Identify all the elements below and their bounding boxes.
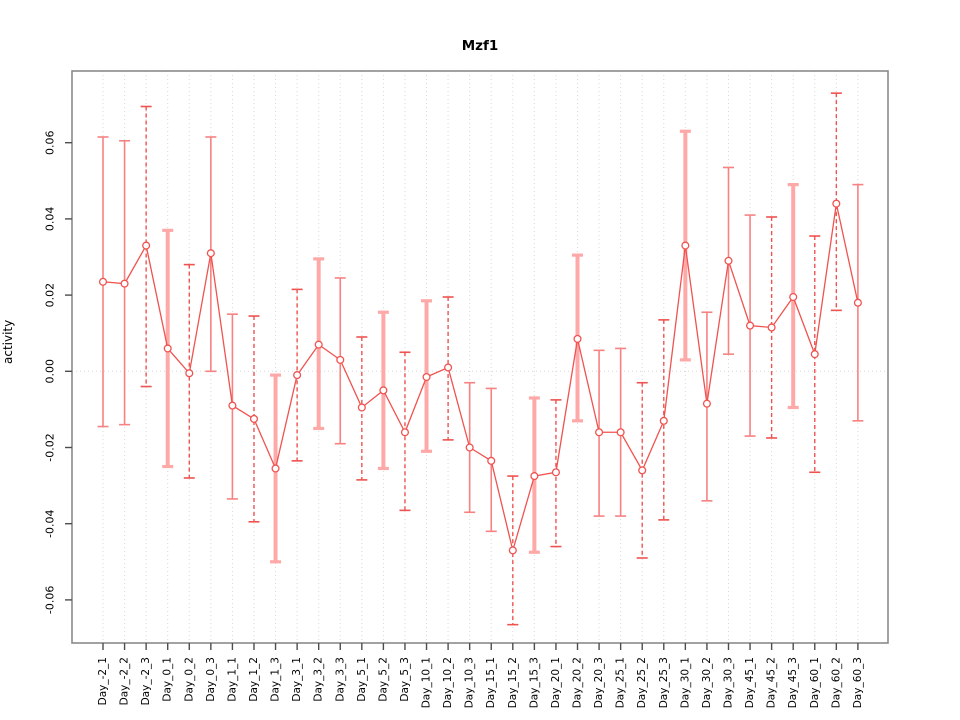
data-point [616,428,625,437]
data-point [659,416,668,425]
data-point [142,241,151,250]
data-point [767,323,776,332]
x-tick-label: Day_10_1 [421,657,433,708]
data-point [163,344,172,353]
data-point [185,369,194,378]
x-tick-label: Day_5_1 [356,657,368,702]
data-point [530,472,539,481]
data-point [746,321,755,330]
x-tick-label: Day_3_3 [334,657,346,702]
x-tick-label: Day_15_3 [528,657,540,708]
x-tick-label: Day_25_3 [658,657,670,708]
data-point [120,279,129,288]
data-point [336,355,345,364]
x-tick-label: Day_45_1 [744,657,756,708]
data-point [702,399,711,408]
data-point [314,340,323,349]
data-point [293,371,302,380]
x-tick-label: Day_10_2 [442,657,454,708]
x-tick-label: Day_20_3 [593,657,605,708]
x-tick-label: Day_15_2 [507,657,519,708]
x-tick-label: Day_10_3 [464,657,476,708]
series-line [102,203,859,553]
x-tick-label: Day_15_1 [485,657,497,708]
x-tick-label: Day_30_3 [722,657,734,708]
x-tick-label: Day_60_1 [809,657,821,708]
y-tick-label: 0.04 [44,207,57,232]
x-tick-label: Day_5_2 [377,657,389,702]
data-point [508,546,517,555]
x-tick-label: Day_3_2 [313,657,325,702]
y-tick-label: 0.06 [44,130,57,155]
y-tick-label: -0.02 [44,433,57,461]
x-tick-label: Day_25_1 [615,657,627,708]
x-tick-label: Day_1_3 [270,657,282,702]
data-point [487,456,496,465]
x-tick-label: Day_0_1 [162,657,174,702]
x-tick-label: Day_-2_3 [140,657,152,705]
x-tick-label: Day_0_2 [183,657,195,702]
y-tick-label: -0.04 [44,509,57,537]
data-point [444,363,453,372]
x-tick-label: Day_1_2 [248,657,260,702]
data-point [379,386,388,395]
plot-box [71,70,889,644]
x-tick-label: Day_30_1 [679,657,691,708]
data-point [249,414,259,423]
data-point [228,401,237,410]
x-tick-label: Day_-2_2 [119,657,131,705]
data-point [98,277,108,286]
data-point [357,403,366,412]
x-tick-label: Day_-2_1 [97,657,109,705]
x-tick-label: Day_60_2 [830,657,842,708]
y-tick-label: 0.00 [44,359,57,384]
data-point [789,292,798,302]
chart-title: Mzf1 [461,38,499,54]
x-tick-label: Day_20_2 [572,657,584,708]
data-point [853,298,862,307]
x-tick-label: Day_1_1 [226,657,238,702]
data-point [422,372,431,382]
x-tick-label: Day_45_2 [766,657,778,708]
y-tick-label: -0.06 [44,586,57,614]
data-point [832,199,841,208]
x-tick-label: Day_30_2 [701,657,713,708]
data-point [400,428,410,437]
data-point [638,466,647,475]
data-point [724,256,733,265]
data-point [681,241,690,250]
data-point [206,249,215,258]
y-tick-label: 0.02 [44,283,57,308]
data-point [271,464,280,473]
x-tick-label: Day_45_3 [787,657,799,708]
data-point [465,443,474,452]
data-point [810,350,819,359]
data-point [551,468,560,477]
x-tick-label: Day_20_1 [550,657,562,708]
x-tick-label: Day_3_1 [291,657,303,702]
data-point [573,334,582,343]
x-tick-label: Day_5_3 [399,657,411,702]
data-point [595,428,604,437]
x-tick-label: Day_25_2 [636,657,648,708]
x-tick-label: Day_0_3 [205,657,217,702]
x-tick-label: Day_60_3 [852,657,864,708]
